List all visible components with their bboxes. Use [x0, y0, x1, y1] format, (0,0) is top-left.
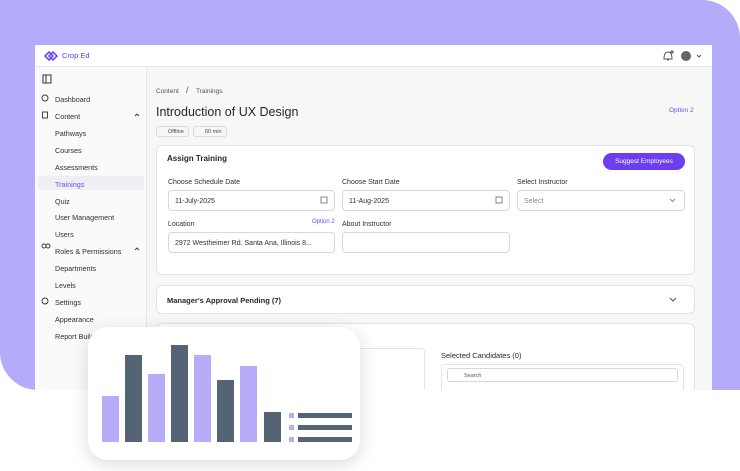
nav-item[interactable]: User Management: [55, 213, 115, 222]
nav-item[interactable]: Levels: [55, 281, 76, 290]
location-input[interactable]: 2972 Westheimer Rd. Santa Ana, Illinois …: [168, 232, 335, 253]
about-input[interactable]: [342, 232, 510, 253]
date-input[interactable]: 11-July-2025: [168, 190, 335, 211]
nav-item[interactable]: Departments: [55, 264, 97, 273]
field-label: Choose Start Date: [342, 179, 400, 186]
chevron: [669, 297, 677, 302]
nav-item[interactable]: Appearance: [55, 315, 94, 324]
brand: Crop Ed: [62, 51, 90, 60]
nav-item[interactable]: Dashboard: [55, 95, 91, 104]
decorative-chart: [102, 345, 352, 442]
chart-card: [88, 327, 360, 460]
field-label: Location: [168, 221, 195, 228]
page-title: Introduction of UX Design: [156, 105, 299, 119]
nav-item[interactable]: Report Builder: [55, 332, 101, 341]
nav-item[interactable]: Quiz: [55, 197, 70, 206]
card-title: Assign Training: [167, 154, 228, 163]
search-input[interactable]: Search: [447, 368, 678, 382]
option-link[interactable]: Option 2: [312, 219, 335, 225]
input-icons: [320, 196, 676, 204]
field-label: Select Instructor: [517, 179, 568, 186]
select-input[interactable]: Select: [517, 190, 685, 211]
card-title: Selected Candidates (0): [441, 351, 522, 360]
breadcrumb[interactable]: Content: [156, 88, 179, 95]
badge: Offline: [156, 126, 189, 137]
assign-card: Assign Training Suggest Employees Choose…: [156, 145, 695, 275]
nav-icons: [41, 94, 140, 305]
nav-item[interactable]: Settings: [55, 298, 81, 307]
option-link[interactable]: Option 2: [669, 107, 694, 114]
nav-item[interactable]: Trainings: [55, 180, 85, 189]
nav-item[interactable]: Content: [55, 112, 81, 121]
logo: [44, 51, 58, 61]
nav-item[interactable]: Users: [55, 230, 74, 239]
card-title: Manager's Approval Pending (7): [167, 296, 282, 305]
nav-item[interactable]: Courses: [55, 146, 82, 155]
top-bar: Crop Ed: [35, 45, 712, 67]
suggest-button[interactable]: Suggest Employees: [603, 153, 685, 170]
separator: /: [186, 85, 189, 95]
active-bg: [38, 176, 144, 190]
candidates-box: [441, 364, 684, 390]
field-label: About Instructor: [342, 221, 392, 228]
badge: 60 min: [193, 126, 227, 137]
nav-item[interactable]: Roles & Permissions: [55, 247, 122, 256]
user-menu[interactable]: [661, 49, 705, 63]
nav-item[interactable]: Assessments: [55, 163, 98, 172]
breadcrumb[interactable]: Trainings: [196, 88, 223, 95]
date-input[interactable]: 11-Aug-2025: [342, 190, 510, 211]
nav-item[interactable]: Pathways: [55, 129, 87, 138]
field-label: Choose Schedule Date: [168, 179, 240, 186]
approval-card[interactable]: Manager's Approval Pending (7): [156, 285, 695, 314]
app-window: Crop Ed Dashboard Content Pathways Cours…: [35, 45, 712, 390]
toggle-icon[interactable]: [42, 74, 52, 84]
